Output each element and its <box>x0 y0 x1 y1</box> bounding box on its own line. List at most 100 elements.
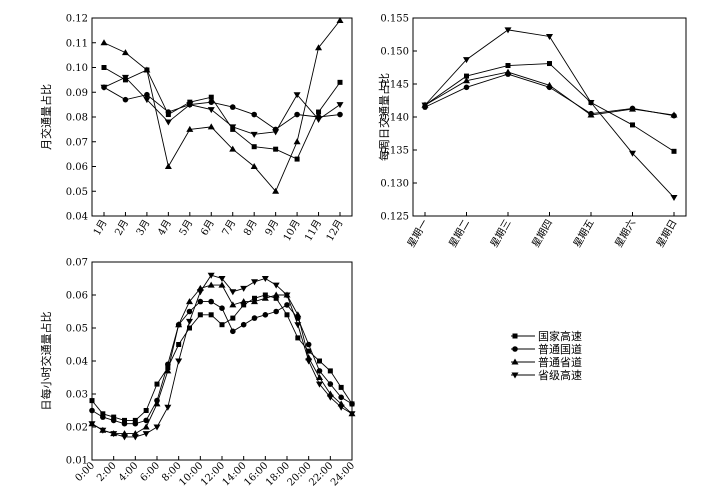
data-point <box>207 123 215 130</box>
data-point <box>100 39 108 46</box>
data-point <box>230 315 236 321</box>
x-tick-label: 星期三 <box>488 218 513 250</box>
data-point <box>165 109 172 115</box>
data-point <box>250 131 258 138</box>
data-point <box>273 308 279 315</box>
y-tick-label: 0.05 <box>66 187 88 198</box>
y-tick-label: 0.150 <box>380 47 409 58</box>
x-tick-label: 12月 <box>324 218 346 244</box>
y-tick-label: 0.06 <box>66 291 88 302</box>
legend: 国家高速 普通国道 普通省道 省级高速 <box>511 329 582 382</box>
data-point <box>88 421 96 428</box>
legend-marker-shape <box>512 333 518 339</box>
data-point <box>671 148 677 154</box>
x-tick-label: 2:00 <box>95 460 119 484</box>
data-point <box>164 119 172 126</box>
data-point <box>251 298 258 305</box>
data-point <box>316 374 323 380</box>
data-point <box>121 74 129 81</box>
y-tick-label: 0.06 <box>66 162 88 173</box>
y-tick-label: 0.12 <box>66 14 88 25</box>
x-tick-label: 2月 <box>112 218 131 238</box>
y-tick-label: 0.01 <box>66 456 88 467</box>
legend-label-2: 普通省道 <box>538 355 582 369</box>
data-point <box>251 144 257 150</box>
data-point <box>505 63 511 69</box>
data-point <box>315 116 323 123</box>
data-point <box>208 312 214 318</box>
legend-marker-shape <box>512 346 518 352</box>
x-tick-label: 10月 <box>281 218 303 244</box>
series-line-3 <box>103 76 341 135</box>
data-point <box>273 146 279 152</box>
y-tick-label: 0.07 <box>66 258 88 269</box>
monthly-ylabel: 月交通量占比 <box>39 84 53 150</box>
data-point <box>142 431 150 438</box>
legend-item-1: 普通国道 <box>511 342 582 356</box>
data-point <box>143 66 151 73</box>
data-point <box>546 81 553 88</box>
data-point <box>229 104 236 110</box>
x-tick-label: 4:00 <box>117 460 141 484</box>
weekly-frame <box>412 17 687 217</box>
data-point <box>305 358 313 365</box>
data-point <box>153 400 161 407</box>
data-point <box>272 282 280 289</box>
data-point <box>251 111 257 118</box>
data-point <box>186 308 193 315</box>
data-point <box>463 57 470 64</box>
weekly-series <box>421 27 678 202</box>
data-point <box>186 298 193 305</box>
data-point <box>175 321 183 328</box>
series-line-1 <box>91 301 353 425</box>
y-tick-label: 0.09 <box>66 88 88 99</box>
data-point <box>337 111 343 118</box>
x-tick-label: 7月 <box>220 218 239 238</box>
y-tick-label: 0.08 <box>66 113 88 124</box>
data-point <box>175 358 183 365</box>
data-point <box>547 61 552 67</box>
data-point <box>251 315 258 321</box>
x-tick-label: 6:00 <box>138 460 162 484</box>
hourly-ylabel: 日每小时交通量占比 <box>39 312 53 411</box>
data-point <box>164 367 172 374</box>
monthly-frame <box>91 17 353 217</box>
y-tick-label: 0.04 <box>66 357 88 368</box>
data-point <box>293 92 301 99</box>
legend-label-0: 国家高速 <box>538 329 582 343</box>
legend-marker-0 <box>512 333 518 339</box>
legend-item-2: 普通省道 <box>511 355 582 369</box>
x-tick-label: 11月 <box>302 218 324 244</box>
data-point <box>240 321 247 328</box>
y-tick-label: 0.05 <box>66 324 88 335</box>
data-point <box>110 431 118 438</box>
y-tick-label: 0.130 <box>380 179 409 190</box>
data-point <box>186 125 194 132</box>
series-line-2 <box>103 20 341 193</box>
data-point <box>153 424 161 431</box>
data-point <box>629 105 636 112</box>
data-point <box>132 420 139 427</box>
x-tick-label: 星期日 <box>654 218 679 250</box>
data-point <box>101 65 107 70</box>
data-point <box>229 301 237 308</box>
x-tick-label: 星期五 <box>571 218 596 250</box>
y-tick-label: 0.02 <box>66 423 88 434</box>
data-point <box>143 417 149 424</box>
data-point <box>197 298 204 305</box>
data-point <box>294 156 300 162</box>
data-point <box>143 408 149 413</box>
hourly-x-ticks: 0:002:004:006:008:0010:0012:0014:0016:00… <box>73 456 357 489</box>
weekly-chart: 每周日交通量占比 0.1250.1300.1350.1400.1450.1500… <box>377 14 687 250</box>
data-point <box>207 272 215 279</box>
data-point <box>305 341 312 348</box>
data-point <box>186 102 194 109</box>
data-point <box>504 68 512 75</box>
x-tick-label: 8月 <box>241 218 260 238</box>
data-point <box>240 285 248 292</box>
y-tick-label: 0.10 <box>66 63 88 74</box>
x-tick-label: 24:00 <box>329 460 357 488</box>
x-tick-label: 星期二 <box>447 218 472 250</box>
data-point <box>273 295 279 301</box>
legend-marker-1 <box>512 346 518 352</box>
